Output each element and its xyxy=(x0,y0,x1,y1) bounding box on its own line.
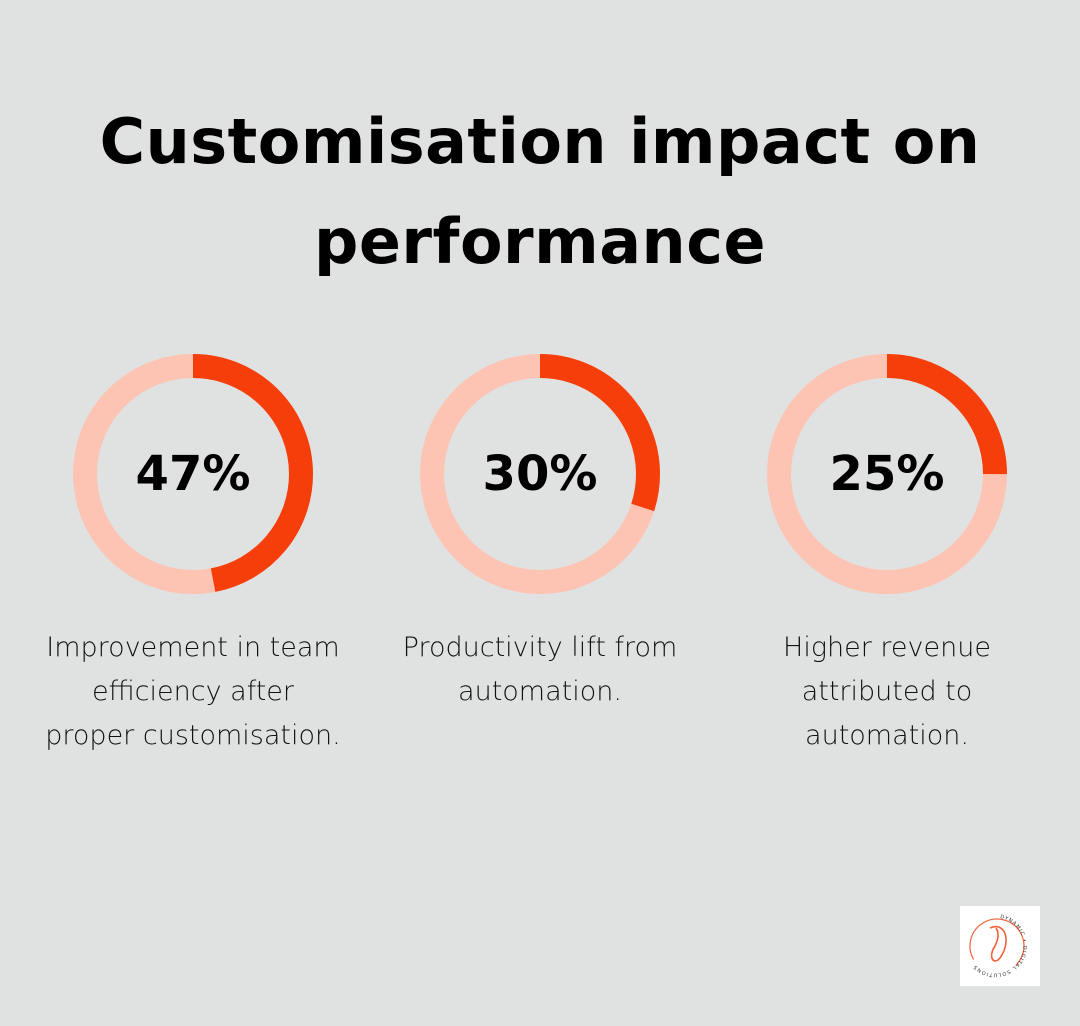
page-title: Customisation impact on performance xyxy=(99,105,981,278)
svg-text:DYNAMIC • DIGITAL SOLUTIONS: DYNAMIC • DIGITAL SOLUTIONS xyxy=(972,914,1027,978)
donut-stat: 47% Improvement in team efficiency after … xyxy=(33,354,353,758)
stat-description: Productivity lift from automation. xyxy=(402,632,678,707)
percent-label: 30% xyxy=(482,446,598,502)
percent-label: 47% xyxy=(135,446,251,502)
stat-description: Improvement in team efficiency after pro… xyxy=(45,632,341,751)
donut-chart xyxy=(73,354,313,594)
donut-value-arc xyxy=(767,354,1007,594)
donut-chart xyxy=(420,354,660,594)
donut-stat: 25% Higher revenue attributed to automati… xyxy=(727,354,1047,758)
donut-value-arc xyxy=(73,354,313,594)
stat-description: Higher revenue attributed to automation. xyxy=(783,632,991,751)
donut-value-arc xyxy=(420,354,660,594)
donut-chart xyxy=(767,354,1007,594)
donut-stat: 30% Productivity lift from automation. xyxy=(380,354,700,714)
percent-label: 25% xyxy=(829,446,945,502)
dynamic-digital-solutions-logo: DYNAMIC • DIGITAL SOLUTIONS xyxy=(960,906,1040,986)
